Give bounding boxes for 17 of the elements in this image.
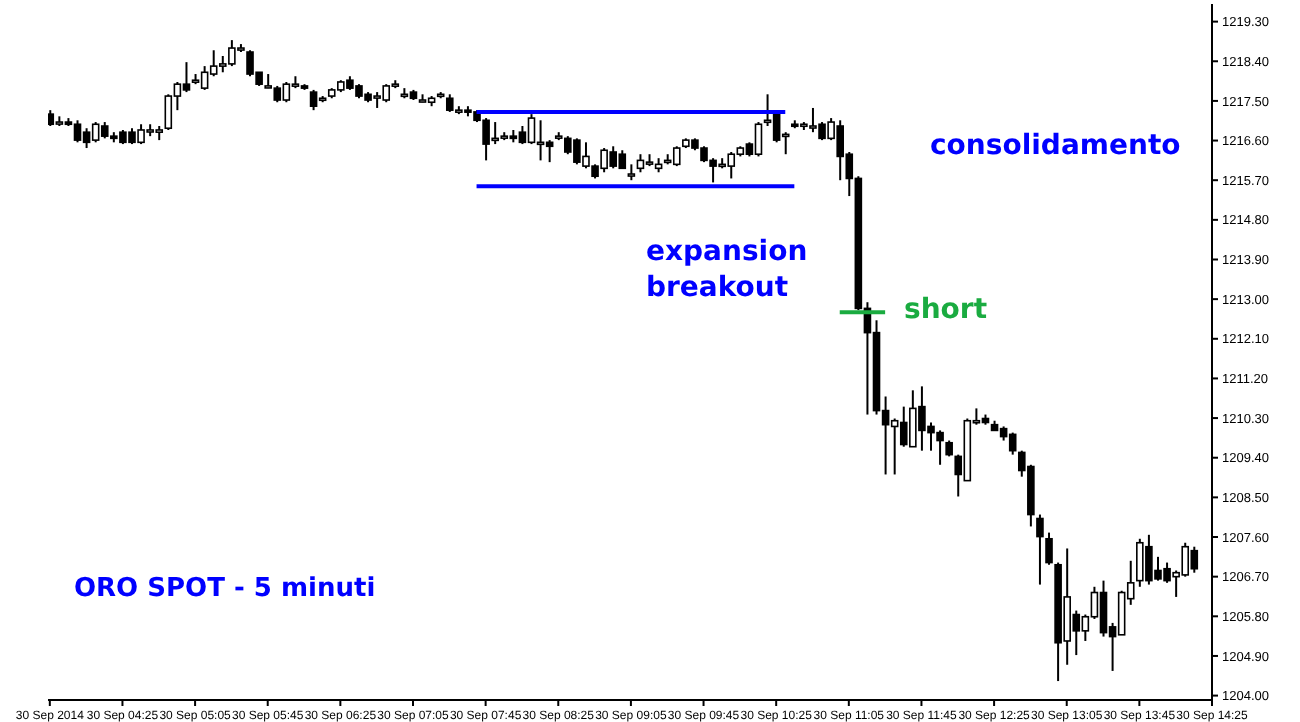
candlestick	[1036, 513, 1044, 586]
candlestick	[309, 88, 318, 112]
candlestick	[1045, 531, 1053, 566]
candlestick	[754, 121, 763, 158]
candlestick	[636, 153, 645, 174]
candlestick	[82, 127, 91, 150]
candlestick	[182, 61, 191, 94]
candlestick	[527, 113, 536, 146]
candlestick	[518, 125, 527, 146]
annotation: short	[904, 292, 988, 328]
candlestick	[672, 145, 681, 168]
annotation: consolidamento	[930, 128, 1181, 164]
candlestick	[1099, 579, 1108, 638]
annotation: expansion breakout	[646, 234, 810, 306]
candlestick	[1008, 431, 1017, 456]
candlestick	[73, 119, 82, 144]
text: ORO SPOT - 5 minuti	[74, 574, 376, 604]
